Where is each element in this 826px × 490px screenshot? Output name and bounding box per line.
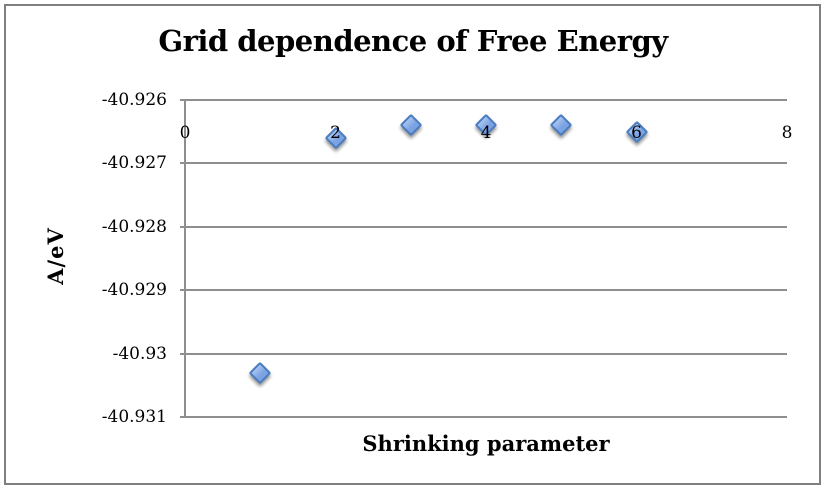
y-axis-line bbox=[184, 100, 186, 418]
y-tick-label: -40.928 bbox=[101, 216, 167, 237]
y-tick-label: -40.929 bbox=[101, 280, 167, 301]
chart-title: Grid dependence of Free Energy bbox=[158, 24, 668, 58]
x-tick-label: 2 bbox=[330, 123, 341, 143]
gridline bbox=[180, 225, 787, 228]
gridline bbox=[180, 289, 787, 292]
x-tick-label: 4 bbox=[480, 123, 492, 143]
data-point bbox=[399, 114, 423, 137]
y-tick-label: -40.93 bbox=[112, 343, 167, 364]
x-axis-title: Shrinking parameter bbox=[362, 431, 610, 456]
gridline bbox=[180, 99, 787, 101]
data-point bbox=[549, 114, 573, 137]
data-point bbox=[248, 361, 272, 384]
x-tick-label: 8 bbox=[781, 123, 793, 143]
gridline bbox=[180, 352, 787, 355]
y-tick-label: -40.926 bbox=[101, 90, 167, 110]
x-tick-label: 0 bbox=[179, 123, 191, 143]
y-tick-label: -40.931 bbox=[101, 407, 167, 427]
y-tick-label: -40.927 bbox=[101, 153, 167, 174]
gridline bbox=[180, 162, 787, 165]
gridline bbox=[180, 416, 787, 418]
x-tick-label: 6 bbox=[631, 123, 642, 143]
